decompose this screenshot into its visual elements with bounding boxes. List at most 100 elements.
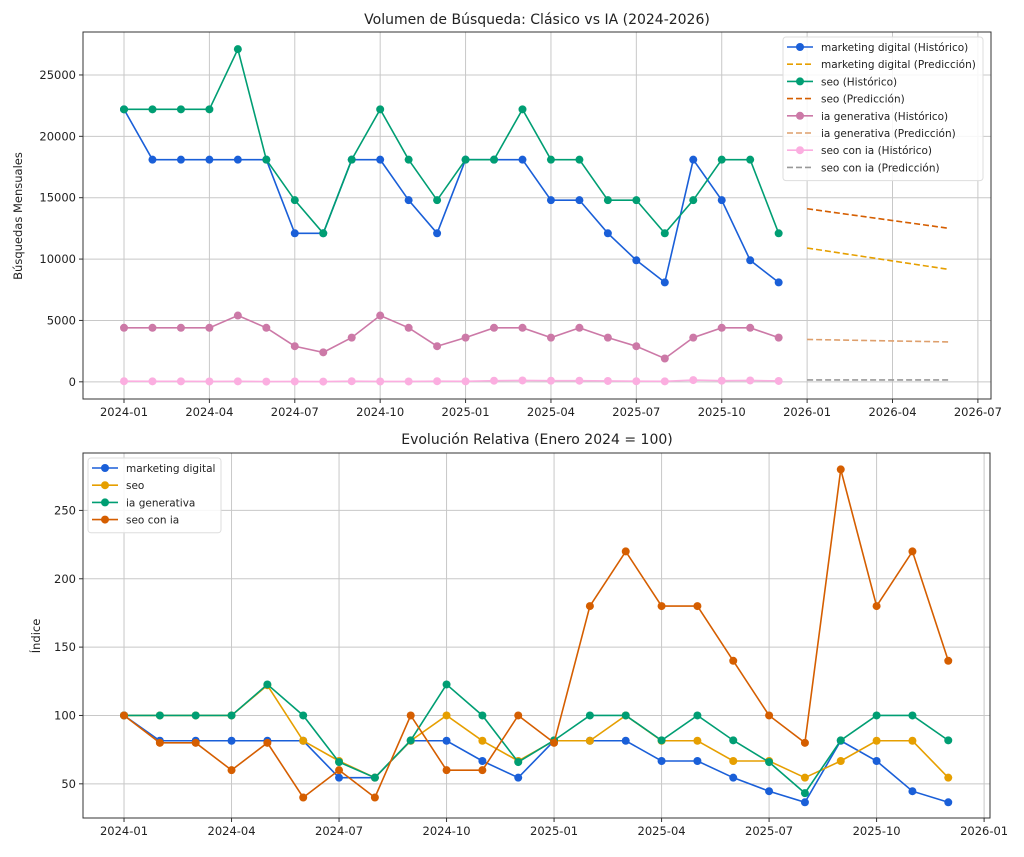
data-point	[176, 377, 185, 386]
x-tick-label: 2025-07	[612, 405, 660, 419]
data-point	[774, 333, 783, 342]
series-line	[124, 46, 780, 235]
data-point	[693, 602, 702, 611]
legend-marker	[796, 146, 804, 155]
series-line	[807, 338, 950, 343]
data-point	[872, 711, 881, 720]
y-tick-label: 50	[61, 777, 76, 791]
legend-label: ia generativa (Histórico)	[821, 111, 948, 123]
series-ia-generativa	[120, 680, 953, 798]
data-point	[693, 711, 702, 720]
data-point	[347, 155, 356, 164]
data-point	[944, 773, 953, 782]
plot-frame	[82, 452, 991, 819]
x-tick-label: 2024-04	[185, 405, 233, 419]
data-point	[233, 311, 242, 320]
data-point	[872, 756, 881, 765]
data-point	[176, 323, 185, 332]
y-tick-label: 100	[54, 708, 76, 722]
series-seo-con-ia	[120, 465, 953, 802]
data-point	[319, 377, 328, 386]
data-point	[233, 377, 242, 386]
data-point	[765, 711, 774, 720]
y-tick-label: 200	[54, 572, 76, 586]
series-seo-hist-rico-	[120, 45, 783, 238]
data-point	[657, 736, 666, 745]
data-point	[660, 377, 669, 386]
data-point	[227, 766, 236, 775]
data-point	[376, 377, 385, 386]
data-point	[632, 256, 641, 265]
data-point	[550, 738, 559, 747]
legend-label: marketing digital	[126, 463, 215, 475]
data-point	[632, 196, 641, 205]
data-point	[490, 155, 499, 164]
legend: marketing digital (Histórico) marketing d…	[782, 36, 984, 182]
data-point	[836, 756, 845, 765]
data-point	[176, 155, 185, 164]
data-point	[433, 196, 442, 205]
y-tick-label: 150	[54, 640, 76, 654]
data-point	[800, 798, 809, 807]
data-point	[442, 711, 451, 720]
data-point	[148, 105, 157, 114]
data-point	[689, 155, 698, 164]
data-point	[908, 736, 917, 745]
y-tick-label: 20000	[39, 129, 76, 143]
data-point	[693, 756, 702, 765]
data-point	[836, 465, 845, 474]
data-point	[518, 376, 527, 385]
data-point	[729, 656, 738, 665]
data-point	[433, 229, 442, 238]
legend-label: seo con ia	[126, 515, 179, 527]
legend-box	[87, 457, 222, 534]
data-point	[514, 711, 523, 720]
data-point	[689, 196, 698, 205]
y-axis-label: Búsquedas Mensuales	[11, 152, 25, 280]
data-point	[319, 348, 328, 357]
data-point	[729, 736, 738, 745]
data-point	[575, 155, 584, 164]
x-tick-label: 2024-07	[315, 824, 363, 838]
legend-box	[782, 36, 984, 182]
data-point	[299, 793, 308, 802]
data-point	[461, 333, 470, 342]
data-point	[621, 736, 630, 745]
data-point	[774, 278, 783, 287]
x-tick-label: 2025-07	[745, 824, 793, 838]
legend-label: seo con ia (Predicción)	[821, 162, 940, 174]
data-point	[148, 155, 157, 164]
series-line	[124, 314, 779, 360]
series-line	[123, 714, 949, 804]
data-point	[585, 711, 594, 720]
data-point	[120, 323, 129, 332]
y-tick-label: 0	[69, 375, 76, 389]
legend-label: ia generativa (Predicción)	[821, 128, 956, 140]
legend-marker	[101, 464, 109, 472]
data-point	[836, 736, 845, 745]
data-point	[765, 787, 774, 796]
data-point	[461, 155, 470, 164]
data-point	[872, 602, 881, 611]
data-point	[490, 376, 499, 385]
data-point	[262, 155, 271, 164]
x-tick-label: 2024-10	[423, 824, 471, 838]
data-point	[191, 711, 200, 720]
data-point	[908, 787, 917, 796]
data-point	[514, 758, 523, 767]
data-point	[376, 311, 385, 320]
data-point	[376, 105, 385, 114]
data-point	[800, 738, 809, 747]
data-point	[335, 766, 344, 775]
data-point	[632, 342, 641, 351]
data-point	[632, 377, 641, 386]
data-point	[765, 758, 774, 767]
data-point	[404, 155, 413, 164]
grid	[83, 453, 990, 818]
legend-marker	[796, 43, 804, 51]
data-point	[657, 602, 666, 611]
data-point	[518, 323, 527, 332]
data-point	[514, 773, 523, 782]
relative-evolution-chart: Evolución Relativa (Enero 2024 = 100) Ín…	[28, 432, 1008, 838]
data-point	[262, 323, 271, 332]
